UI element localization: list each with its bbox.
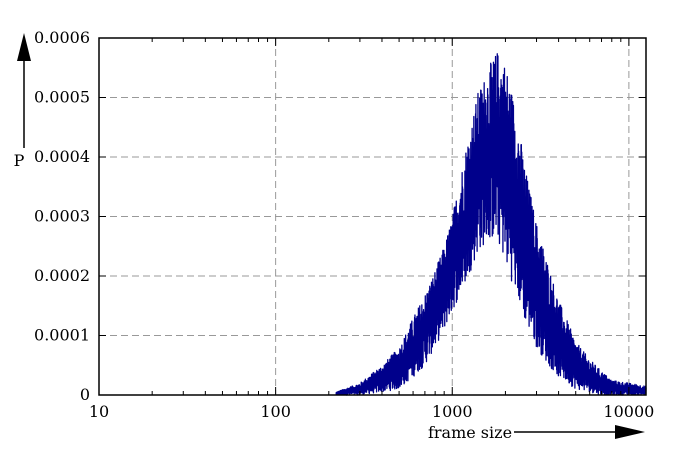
series-lines xyxy=(335,53,647,396)
grid-lines xyxy=(99,38,646,395)
y-tick-label: 0.0004 xyxy=(34,147,90,166)
y-tick-label: 0.0001 xyxy=(34,326,90,345)
tick-labels: 0 0.0001 0.0002 0.0003 0.0004 0.0005 0.0006 10 1… xyxy=(34,28,654,421)
x-tick-label: 10 xyxy=(89,402,109,421)
tick-marks xyxy=(98,37,646,396)
y-tick-label: 0.0003 xyxy=(34,207,90,226)
y-tick-label: 0.0005 xyxy=(34,88,90,107)
y-tick-label: 0 xyxy=(80,385,90,404)
y-axis-arrow xyxy=(17,33,31,148)
x-tick-label: 10000 xyxy=(603,402,654,421)
y-tick-label: 0.0006 xyxy=(34,28,90,47)
x-axis-title: frame size xyxy=(428,423,512,442)
y-tick-label: 0.0002 xyxy=(34,266,90,285)
x-tick-label: 1000 xyxy=(432,402,473,421)
series-line xyxy=(335,53,647,396)
x-axis-arrow xyxy=(514,425,645,439)
y-axis-title: P xyxy=(14,151,25,170)
x-tick-label: 100 xyxy=(260,402,291,421)
